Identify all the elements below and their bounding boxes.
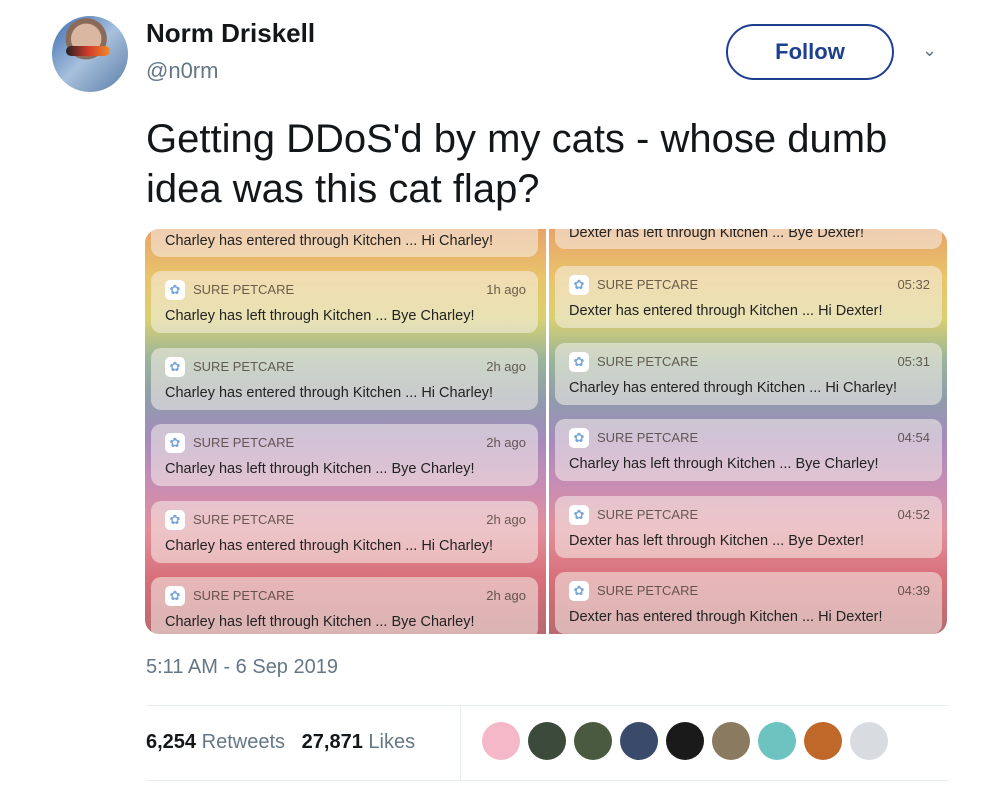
- notification-time: 05:32: [897, 277, 930, 292]
- notification-message: Dexter has entered through Kitchen ... H…: [569, 303, 883, 319]
- tweet-timestamp[interactable]: 5:11 AM - 6 Sep 2019: [146, 656, 338, 678]
- notification-message: Charley has left through Kitchen ... Bye…: [165, 308, 475, 324]
- notification-time: 1h ago: [486, 282, 526, 297]
- notification-app: SURE PETCARE: [597, 430, 699, 445]
- tweet-stats: 6,254 Retweets 27,871 Likes: [146, 731, 415, 754]
- notification-app: SURE PETCARE: [193, 511, 295, 527]
- notification-app: SURE PETCARE: [193, 282, 295, 297]
- notification-card: ✿ SURE PETCARE 05:32 Dexter has entered …: [555, 266, 942, 328]
- tweet-text: Getting DDoS'd by my cats - whose dumb i…: [146, 117, 888, 211]
- liker-avatars: [482, 722, 888, 760]
- notification-time: 2h ago: [486, 511, 526, 527]
- divider: [146, 780, 948, 781]
- paw-icon: ✿: [165, 280, 185, 300]
- notification-message: Dexter has left through Kitchen ... Bye …: [569, 532, 864, 549]
- like-count[interactable]: 27,871 Likes: [301, 731, 416, 753]
- paw-icon: ✿: [569, 428, 589, 448]
- notification-time: 04:39: [897, 583, 930, 598]
- notification-message: Charley has entered through Kitchen ... …: [569, 379, 898, 396]
- paw-icon: ✿: [165, 356, 185, 377]
- paw-icon: ✿: [569, 275, 589, 295]
- liker-avatar[interactable]: [758, 722, 796, 760]
- author-name[interactable]: Norm Driskell: [146, 18, 316, 48]
- liker-avatar[interactable]: [528, 722, 566, 760]
- liker-avatar[interactable]: [850, 722, 888, 760]
- notification-card: ✿ SURE PETCARE 2h ago Charley has left t…: [151, 424, 538, 486]
- notification-message: Dexter has entered through Kitchen ... H…: [569, 609, 883, 625]
- notification-message: Charley has left through Kitchen ... Bye…: [165, 461, 475, 477]
- notification-app: SURE PETCARE: [193, 588, 295, 603]
- notification-card: ✿ SURE PETCARE 04:54 Charley has left th…: [555, 419, 942, 481]
- liker-avatar[interactable]: [804, 722, 842, 760]
- notification-card: ✿ SURE PETCARE 1h ago Charley has left t…: [151, 271, 538, 333]
- notification-time: 2h ago: [486, 435, 526, 450]
- notification-time: 2h ago: [486, 588, 526, 603]
- notification-app: SURE PETCARE: [597, 583, 699, 598]
- notification-card-partial: Dexter has left through Kitchen ... Bye …: [555, 229, 942, 249]
- paw-icon: ✿: [165, 586, 185, 606]
- liker-avatar[interactable]: [482, 722, 520, 760]
- follow-button[interactable]: Follow: [726, 24, 894, 80]
- screenshot-right: Dexter has left through Kitchen ... Bye …: [549, 229, 947, 634]
- notification-app: SURE PETCARE: [193, 435, 295, 450]
- liker-avatar[interactable]: [712, 722, 750, 760]
- notification-time: 04:52: [897, 506, 930, 522]
- notification-message: Charley has entered through Kitchen ... …: [165, 537, 494, 554]
- paw-icon: ✿: [569, 351, 589, 372]
- notification-card: ✿ SURE PETCARE 04:39 Dexter has entered …: [555, 572, 942, 634]
- divider: [146, 705, 948, 706]
- notification-card: ✿ SURE PETCARE 05:31 Charley has entered…: [555, 342, 942, 405]
- notification-message: Charley has left through Kitchen ... Bye…: [165, 614, 475, 630]
- liker-avatar[interactable]: [574, 722, 612, 760]
- notification-card: ✿ SURE PETCARE 04:52 Dexter has left thr…: [555, 495, 942, 558]
- notification-message: Charley has entered through Kitchen ... …: [165, 384, 494, 401]
- notification-time: 2h ago: [486, 358, 526, 374]
- screenshot-left: Charley has entered through Kitchen ... …: [145, 229, 546, 634]
- paw-icon: ✿: [165, 509, 185, 530]
- divider: [460, 705, 461, 781]
- author-handle[interactable]: @n0rm: [146, 58, 219, 83]
- notification-app: SURE PETCARE: [193, 358, 295, 374]
- notification-time: 04:54: [897, 430, 930, 445]
- notification-card: ✿ SURE PETCARE 2h ago Charley has entere…: [151, 500, 538, 563]
- chevron-down-icon[interactable]: ⌄: [922, 40, 938, 60]
- author-avatar[interactable]: [52, 16, 128, 92]
- notification-app: SURE PETCARE: [597, 277, 699, 292]
- paw-icon: ✿: [165, 433, 185, 453]
- paw-icon: ✿: [569, 581, 589, 601]
- notification-app: SURE PETCARE: [597, 506, 699, 522]
- liker-avatar[interactable]: [666, 722, 704, 760]
- notification-card: ✿ SURE PETCARE 2h ago Charley has entere…: [151, 347, 538, 410]
- notification-message: Dexter has left through Kitchen ... Bye …: [569, 229, 864, 241]
- notification-card-partial: Charley has entered through Kitchen ... …: [151, 229, 538, 257]
- paw-icon: ✿: [569, 504, 589, 525]
- notification-message: Charley has left through Kitchen ... Bye…: [569, 456, 879, 472]
- notification-app: SURE PETCARE: [597, 353, 699, 369]
- retweet-count[interactable]: 6,254 Retweets: [146, 731, 285, 753]
- notification-time: 05:31: [897, 353, 930, 369]
- liker-avatar[interactable]: [620, 722, 658, 760]
- notification-card: ✿ SURE PETCARE 2h ago Charley has left t…: [151, 577, 538, 634]
- notification-message: Charley has entered through Kitchen ... …: [165, 233, 494, 249]
- tweet-media[interactable]: Charley has entered through Kitchen ... …: [145, 229, 947, 634]
